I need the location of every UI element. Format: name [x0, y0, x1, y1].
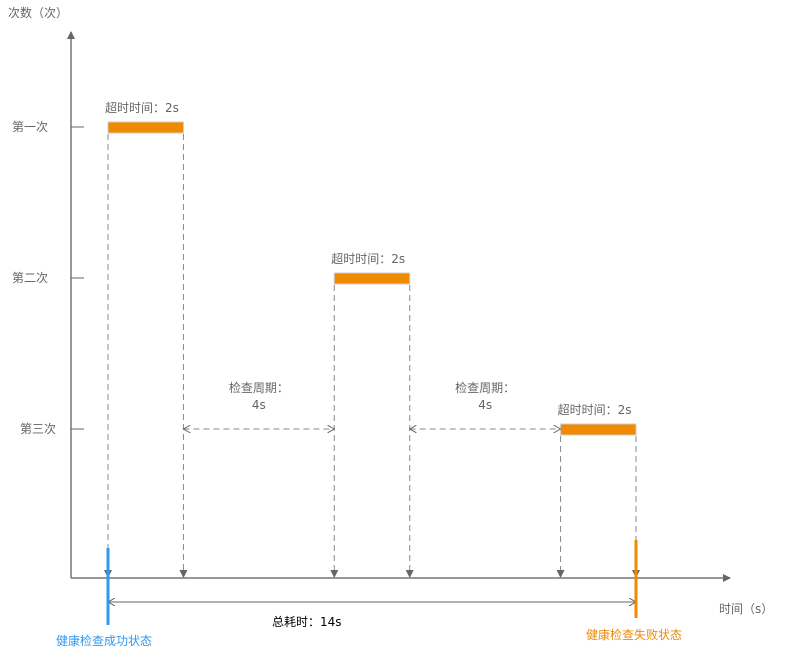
success-state-label: 健康检查成功状态 — [56, 633, 152, 648]
timeout-label: 超时时间：2s — [331, 251, 405, 266]
y-tick-label: 第一次 — [12, 120, 48, 134]
y-tick-label: 第三次 — [20, 422, 56, 436]
y-axis-label: 次数（次） — [8, 5, 68, 20]
interval-value: 4s — [478, 398, 492, 412]
failure-state-label: 健康检查失败状态 — [586, 627, 682, 642]
timeout-label: 超时时间：2s — [105, 100, 179, 115]
timeout-bar — [107, 121, 184, 134]
timeout-bar — [333, 272, 411, 285]
total-duration-label: 总耗时：14s — [272, 615, 342, 629]
timeout-bar — [560, 423, 637, 436]
interval-value: 4s — [252, 398, 266, 412]
y-tick-label: 第二次 — [12, 271, 48, 285]
interval-label: 检查周期： — [229, 380, 289, 395]
interval-label: 检查周期： — [455, 380, 515, 395]
timeout-label: 超时时间：2s — [558, 402, 632, 417]
x-axis-label: 时间（s） — [719, 602, 773, 616]
